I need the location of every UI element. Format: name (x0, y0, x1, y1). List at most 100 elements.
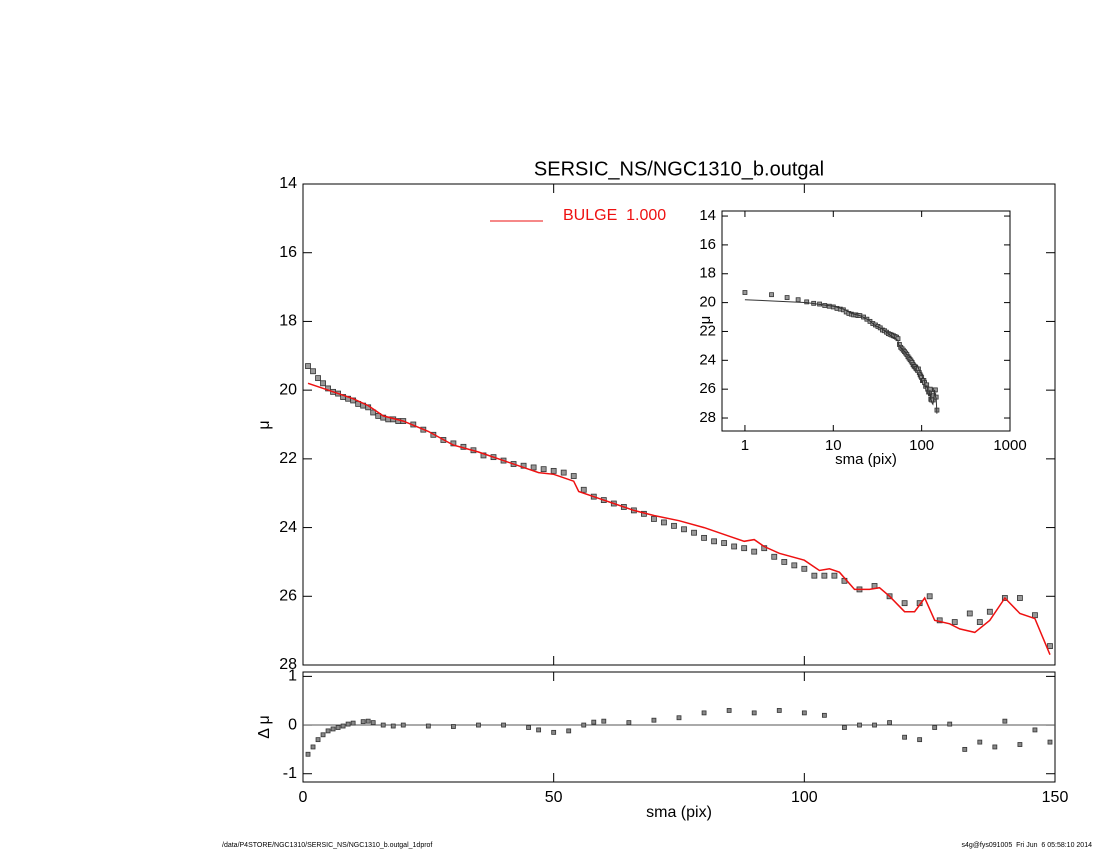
data-point (526, 725, 531, 730)
data-point (701, 710, 707, 716)
data-point (791, 562, 798, 569)
data-point (966, 610, 973, 617)
footer-left: /data/P4STORE/NGC1310/SERSIC_NS/NGC1310_… (222, 842, 432, 849)
data-point (476, 722, 481, 728)
data-point (962, 746, 968, 752)
data-point (380, 722, 386, 728)
data-point (580, 486, 587, 493)
data-point (626, 720, 632, 726)
data-point (325, 728, 331, 734)
y-tick-label: 16 (279, 244, 297, 261)
data-point (400, 722, 406, 728)
y-axis-label: μ (697, 316, 714, 325)
data-point (360, 719, 366, 725)
data-point (325, 385, 331, 392)
data-point (804, 299, 810, 305)
data-point (661, 519, 667, 526)
data-point (560, 469, 567, 476)
data-point (986, 608, 993, 615)
data-point (771, 553, 778, 560)
y-tick-label: 18 (699, 265, 716, 282)
data-point (742, 290, 748, 295)
x-tick-label: 100 (791, 789, 818, 806)
data-point (781, 559, 788, 565)
data-point (310, 368, 316, 375)
data-point (1032, 612, 1038, 619)
y-tick-label: 26 (699, 380, 716, 397)
footer-right: s4g@fys091005 Fri Jun 6 05:58:10 2014 (962, 842, 1093, 849)
data-point (340, 723, 346, 729)
data-point (1002, 718, 1008, 724)
data-point (751, 710, 757, 716)
legend-label: BULGE 1.000 (563, 207, 666, 224)
data-point (821, 572, 828, 579)
data-point (776, 708, 782, 713)
data-point (1032, 727, 1038, 733)
data-point (872, 722, 877, 728)
y-tick-label: -1 (283, 765, 297, 782)
data-point (335, 725, 341, 730)
x-tick-label: 10 (825, 437, 842, 454)
y-tick-label: 24 (699, 351, 716, 368)
data-point (1047, 643, 1053, 650)
data-point (932, 387, 938, 393)
data-point (591, 719, 597, 725)
x-tick-label: 50 (545, 789, 563, 806)
data-point (976, 619, 983, 625)
data-point (917, 737, 923, 743)
data-point (721, 540, 728, 546)
data-point (320, 380, 326, 387)
data-point (315, 737, 321, 743)
y-tick-label: 24 (279, 519, 297, 536)
data-point (540, 466, 547, 473)
x-tick-label: 150 (1042, 789, 1069, 806)
data-point (671, 522, 677, 529)
data-point (951, 619, 958, 625)
plot-frame (302, 183, 1056, 666)
y-axis-label: μ (256, 420, 273, 429)
data-point (551, 729, 557, 735)
data-point (581, 722, 587, 728)
y-tick-label: 18 (279, 313, 297, 330)
x-tick-label: 0 (299, 789, 308, 806)
data-point (305, 363, 311, 369)
data-point (305, 751, 311, 757)
y-tick-label: 22 (699, 322, 716, 339)
data-point (370, 409, 377, 416)
data-point (651, 717, 657, 723)
x-axis-label: sma (pix) (835, 451, 897, 468)
data-point (901, 600, 908, 607)
data-point (711, 538, 717, 545)
data-point (536, 727, 542, 733)
data-point (570, 473, 577, 479)
model-line (744, 299, 938, 414)
y-axis-label: Δ μ (256, 715, 273, 738)
data-point (821, 712, 827, 718)
data-point (769, 292, 774, 298)
data-point (751, 548, 758, 555)
y-tick-label: 22 (279, 450, 297, 467)
data-point (450, 724, 456, 729)
data-point (1047, 739, 1053, 745)
data-point (691, 529, 697, 536)
data-point (801, 710, 807, 716)
data-point (902, 734, 907, 740)
data-point (932, 725, 938, 730)
x-tick-label: 1000 (993, 437, 1026, 454)
data-point (731, 543, 738, 550)
data-point (350, 720, 356, 726)
y-tick-label: 26 (279, 588, 297, 605)
data-point (926, 593, 933, 600)
x-tick-label: 100 (909, 437, 934, 454)
data-point (651, 516, 657, 522)
y-tick-label: 20 (699, 294, 716, 311)
data-point (887, 720, 892, 726)
data-point (530, 464, 537, 471)
y-tick-label: 16 (699, 236, 716, 253)
data-point (370, 720, 376, 726)
plot-frame (721, 210, 1011, 432)
data-point (681, 526, 687, 533)
plot-frame (302, 671, 1056, 783)
data-point (550, 467, 557, 474)
